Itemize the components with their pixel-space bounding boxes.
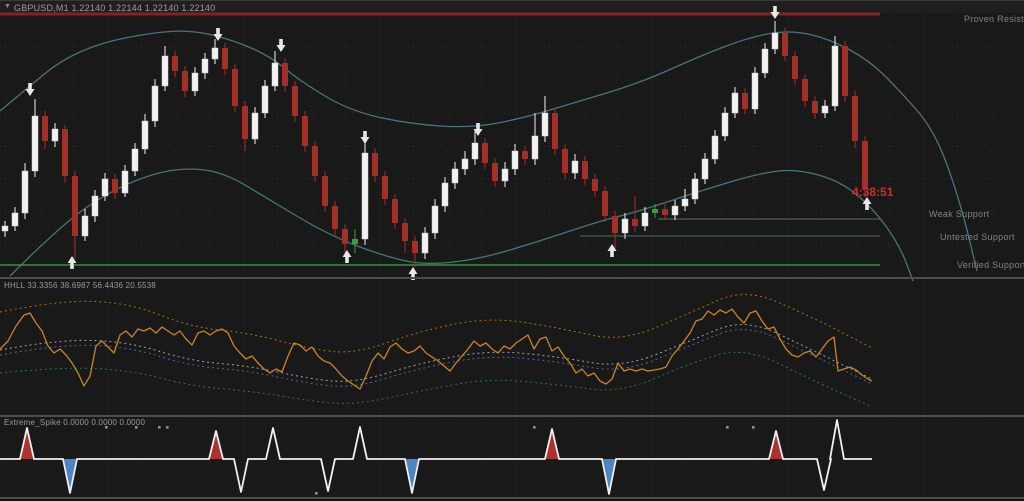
chart-canvas[interactable] (0, 1, 1024, 501)
trading-terminal-window: ▼ GBPUSD,M1 1.22140 1.22144 1.22140 1.22… (0, 0, 1024, 501)
